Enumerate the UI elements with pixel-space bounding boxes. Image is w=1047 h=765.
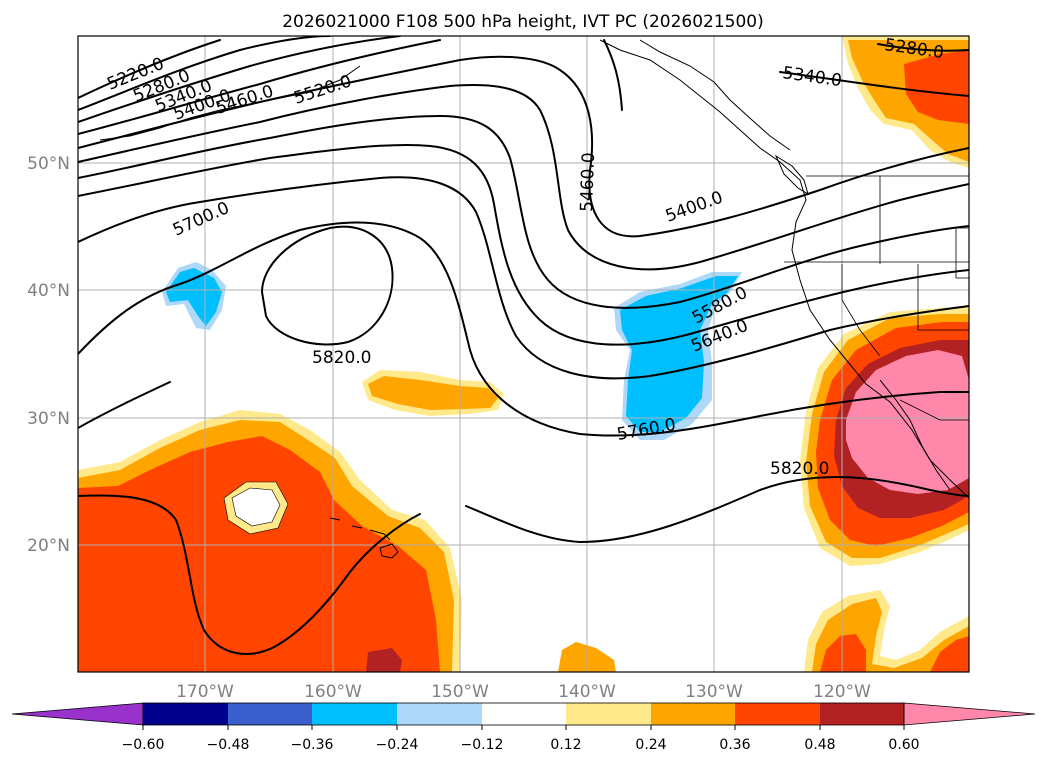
contour-5460-mid: [603, 39, 623, 111]
lon-label-150w: 150°W: [431, 682, 489, 702]
map-content: 5220.0 5280.0 5340.0 5400.0 5460.0 5520.…: [78, 36, 969, 672]
ivt-hole-white: [232, 488, 280, 526]
colorbar-ticks: [142, 725, 905, 730]
lat-label-20n: 20°N: [27, 536, 70, 556]
graticule: [78, 36, 969, 672]
lon-label-170w: 170°W: [176, 682, 234, 702]
contour-5460-west: [78, 55, 969, 238]
lat-label-30n: 30°N: [27, 409, 70, 429]
map-title: 2026021000 F108 500 hPa height, IVT PC (…: [282, 12, 764, 32]
contour-label-5460-mid: 5460.0: [577, 152, 599, 212]
lat-label-40n: 40°N: [27, 281, 70, 301]
contour-label-5820-center: 5820.0: [312, 348, 371, 368]
colorbar-bin-3: [312, 703, 397, 725]
colorbar-bin-8: [735, 703, 820, 725]
hawaiian-islands: [329, 517, 399, 559]
colorbar: −0.60 −0.48 −0.36 −0.24 −0.12 0.12 0.24 …: [11, 702, 1036, 753]
ivt-positive-bottom-right-red: [820, 634, 969, 672]
lon-label-160w: 160°W: [304, 682, 362, 702]
colorbar-bin-5: [482, 703, 566, 725]
colorbar-bin-7: [651, 703, 735, 725]
contour-5760: [78, 221, 969, 437]
lon-label-140w: 140°W: [558, 682, 616, 702]
contour-5280-east: [877, 43, 969, 52]
ivt-negative-blob-central-core: [620, 276, 738, 432]
lon-label-130w: 130°W: [685, 682, 743, 702]
contour-5400-west: [78, 39, 441, 135]
colorbar-tick-label: 0.48: [804, 737, 835, 753]
state-border-2: [841, 264, 881, 357]
contour-5340-west: [78, 36, 401, 123]
contour-5220: [78, 39, 221, 99]
contour-5700: [78, 176, 969, 380]
colorbar-extend-min: [11, 702, 144, 726]
height-contours: [78, 36, 969, 655]
colorbar-tick-label: 0.12: [550, 737, 581, 753]
contour-5340-east: [779, 71, 969, 97]
colorbar-tick-label: −0.48: [207, 737, 250, 753]
colorbar-bin-1: [143, 703, 228, 725]
ivt-positive-streak-orange: [368, 376, 498, 410]
state-border-3: [917, 264, 969, 331]
colorbar-tick-label: 0.60: [888, 737, 919, 753]
ivt-positive-region-southwest-red: [78, 436, 440, 672]
colorbar-tick-label: 0.36: [719, 737, 750, 753]
colorbar-bin-4: [397, 703, 482, 725]
colorbar-tick-label: −0.36: [291, 737, 334, 753]
colorbar-tick-label: 0.24: [635, 737, 666, 753]
contour-label-5820-east: 5820.0: [770, 459, 829, 479]
lon-label-120w: 120°W: [813, 682, 871, 702]
contour-5580-west: [78, 115, 969, 309]
ivt-hole-yellow: [223, 481, 289, 535]
ivt-negative-blob-west-core: [166, 268, 222, 326]
colorbar-tick-label: −0.60: [122, 737, 165, 753]
contour-5820-east: [78, 381, 969, 543]
colorbar-bin-6: [566, 703, 651, 725]
colorbar-bin-9: [820, 703, 904, 725]
colorbar-frame: [142, 702, 905, 726]
contour-5820-center: [261, 225, 394, 346]
contour-5640-west: [78, 143, 969, 346]
ivt-small-maroon: [366, 648, 402, 672]
contour-5880-south: [78, 494, 421, 655]
border-box-ne: [955, 227, 969, 279]
longitude-labels: 170°W 160°W 150°W 140°W 130°W 120°W: [176, 682, 871, 702]
ivt-ar-pink: [846, 350, 969, 494]
colorbar-bin-2: [228, 703, 312, 725]
colorbar-tick-label: −0.24: [376, 737, 419, 753]
lat-label-50n: 50°N: [27, 154, 70, 174]
colorbar-extend-max: [903, 702, 1036, 726]
contour-5280-west: [78, 36, 331, 111]
map-frame: [77, 35, 970, 673]
latitude-labels: 50°N 40°N 30°N 20°N: [27, 154, 70, 556]
colorbar-tick-label: −0.12: [461, 737, 504, 753]
contour-5520-west: [78, 84, 969, 271]
us-mexico-border: [899, 399, 969, 421]
alaska-coast: [639, 39, 791, 151]
borders: [784, 175, 969, 421]
ivt-positive-northeast-red: [904, 50, 969, 124]
north-america-west-coast: [599, 39, 969, 499]
